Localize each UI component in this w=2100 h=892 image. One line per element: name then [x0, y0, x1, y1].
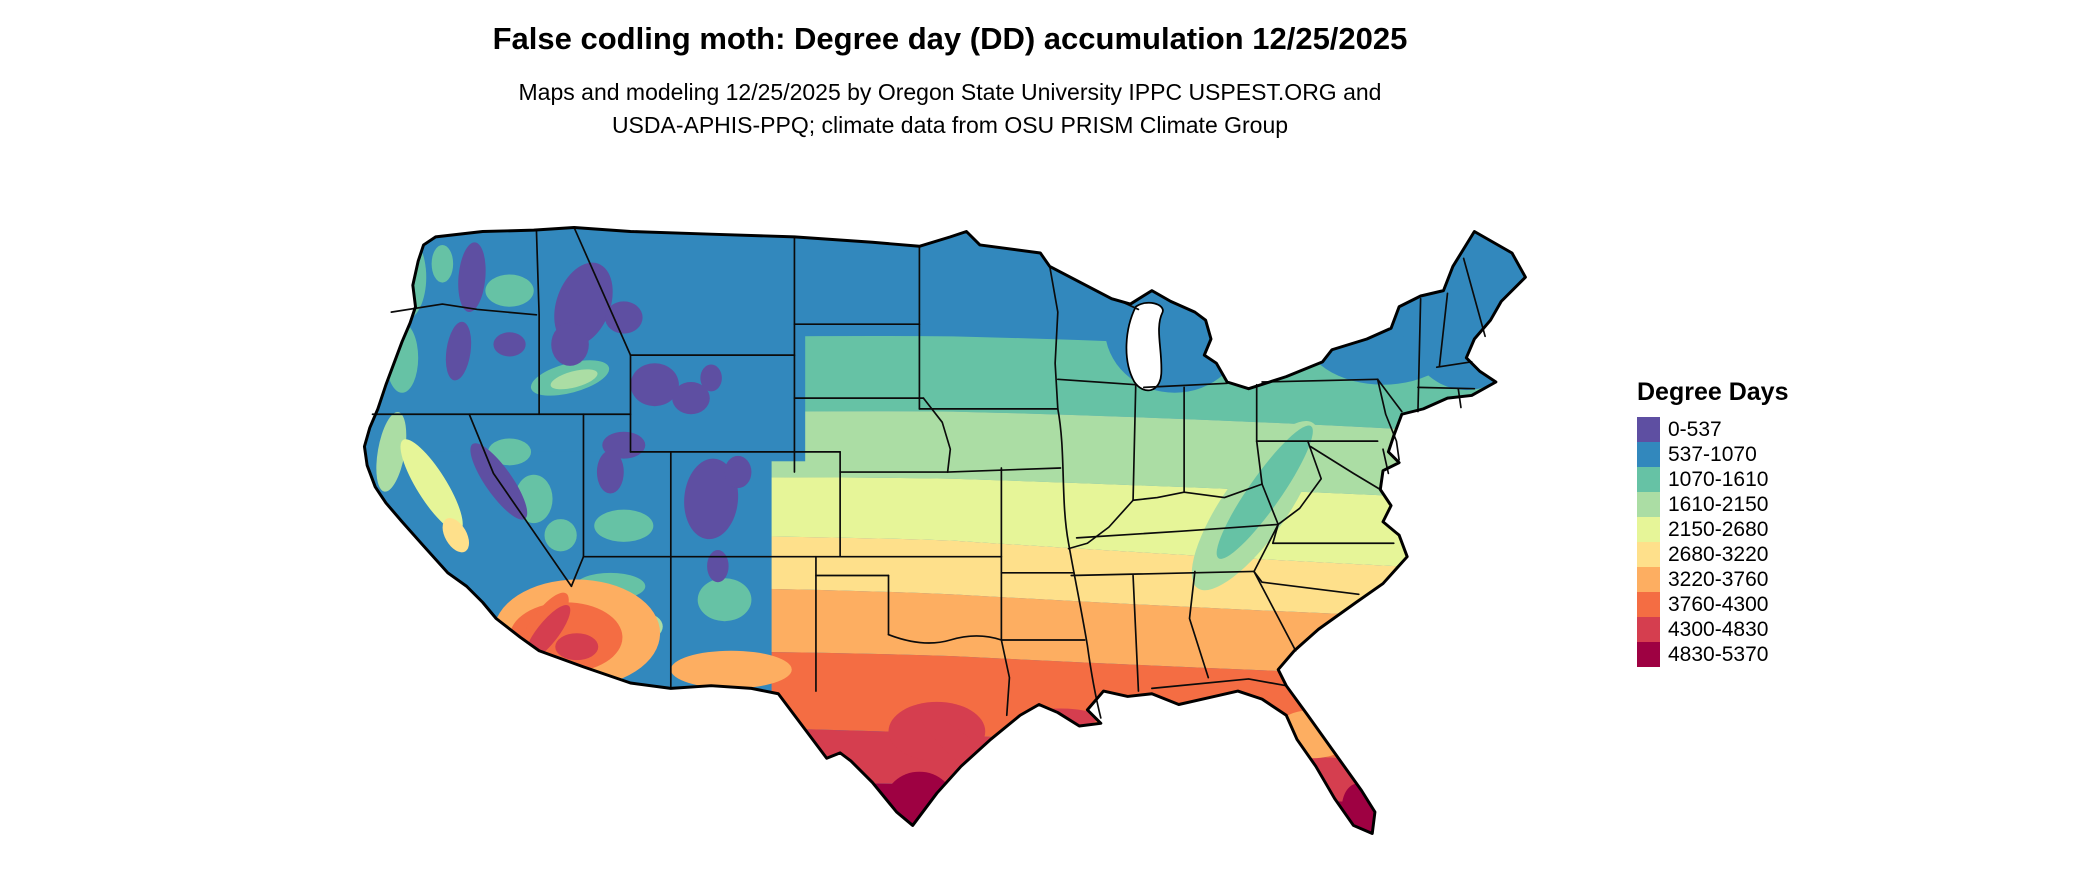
- legend-label: 4300-4830: [1668, 618, 1769, 641]
- legend-item: 4300-4830: [1637, 617, 1788, 642]
- legend-label: 537-1070: [1668, 443, 1757, 466]
- map-title: False codling moth: Degree day (DD) accu…: [492, 21, 1408, 56]
- lake-michigan: [1125, 301, 1164, 392]
- legend-item: 537-1070: [1637, 442, 1788, 467]
- title-block: False codling moth: Degree day (DD) accu…: [250, 20, 1650, 142]
- legend-item: 2150-2680: [1637, 517, 1788, 542]
- legend-swatch: [1637, 517, 1660, 542]
- legend-item: 0-537: [1637, 417, 1788, 442]
- legend-swatch: [1637, 542, 1660, 567]
- legend-swatch: [1637, 492, 1660, 517]
- legend-swatch: [1637, 567, 1660, 592]
- map-subtitle: Maps and modeling 12/25/2025 by Oregon S…: [250, 76, 1650, 142]
- legend-label: 0-537: [1668, 418, 1722, 441]
- legend-title: Degree Days: [1637, 378, 1789, 406]
- legend-item: 3760-4300: [1637, 592, 1788, 617]
- legend-swatch: [1637, 442, 1660, 467]
- map-subtitle-line2: USDA-APHIS-PPQ; climate data from OSU PR…: [611, 112, 1289, 138]
- legend-item: 1610-2150: [1637, 492, 1788, 517]
- legend-swatch: [1637, 592, 1660, 617]
- legend-item: 1070-1610: [1637, 467, 1788, 492]
- legend-label: 3220-3760: [1668, 568, 1769, 591]
- legend-item: 2680-3220: [1637, 542, 1788, 567]
- us-map-svg: [362, 225, 1527, 835]
- legend-label: 1070-1610: [1668, 468, 1769, 491]
- legend-item: 4830-5370: [1637, 642, 1788, 667]
- legend-label: 4830-5370: [1668, 643, 1769, 666]
- legend-items: 0-537 537-1070 1070-1610 1610-2150 2150-…: [1637, 417, 1788, 667]
- legend-label: 3760-4300: [1668, 593, 1769, 616]
- legend-swatch: [1637, 417, 1660, 442]
- legend-label: 2150-2680: [1668, 518, 1769, 541]
- legend-label: 1610-2150: [1668, 493, 1769, 516]
- us-outline: [362, 225, 1527, 835]
- legend-swatch: [1637, 617, 1660, 642]
- legend: Degree Days 0-537 537-1070 1070-1610 161…: [1637, 378, 1788, 667]
- legend-label: 2680-3220: [1668, 543, 1769, 566]
- legend-swatch: [1637, 642, 1660, 667]
- legend-swatch: [1637, 467, 1660, 492]
- legend-item: 3220-3760: [1637, 567, 1788, 592]
- map-subtitle-line1: Maps and modeling 12/25/2025 by Oregon S…: [518, 79, 1382, 105]
- state-borders: [371, 226, 1486, 719]
- us-degree-day-map: [308, 183, 1598, 882]
